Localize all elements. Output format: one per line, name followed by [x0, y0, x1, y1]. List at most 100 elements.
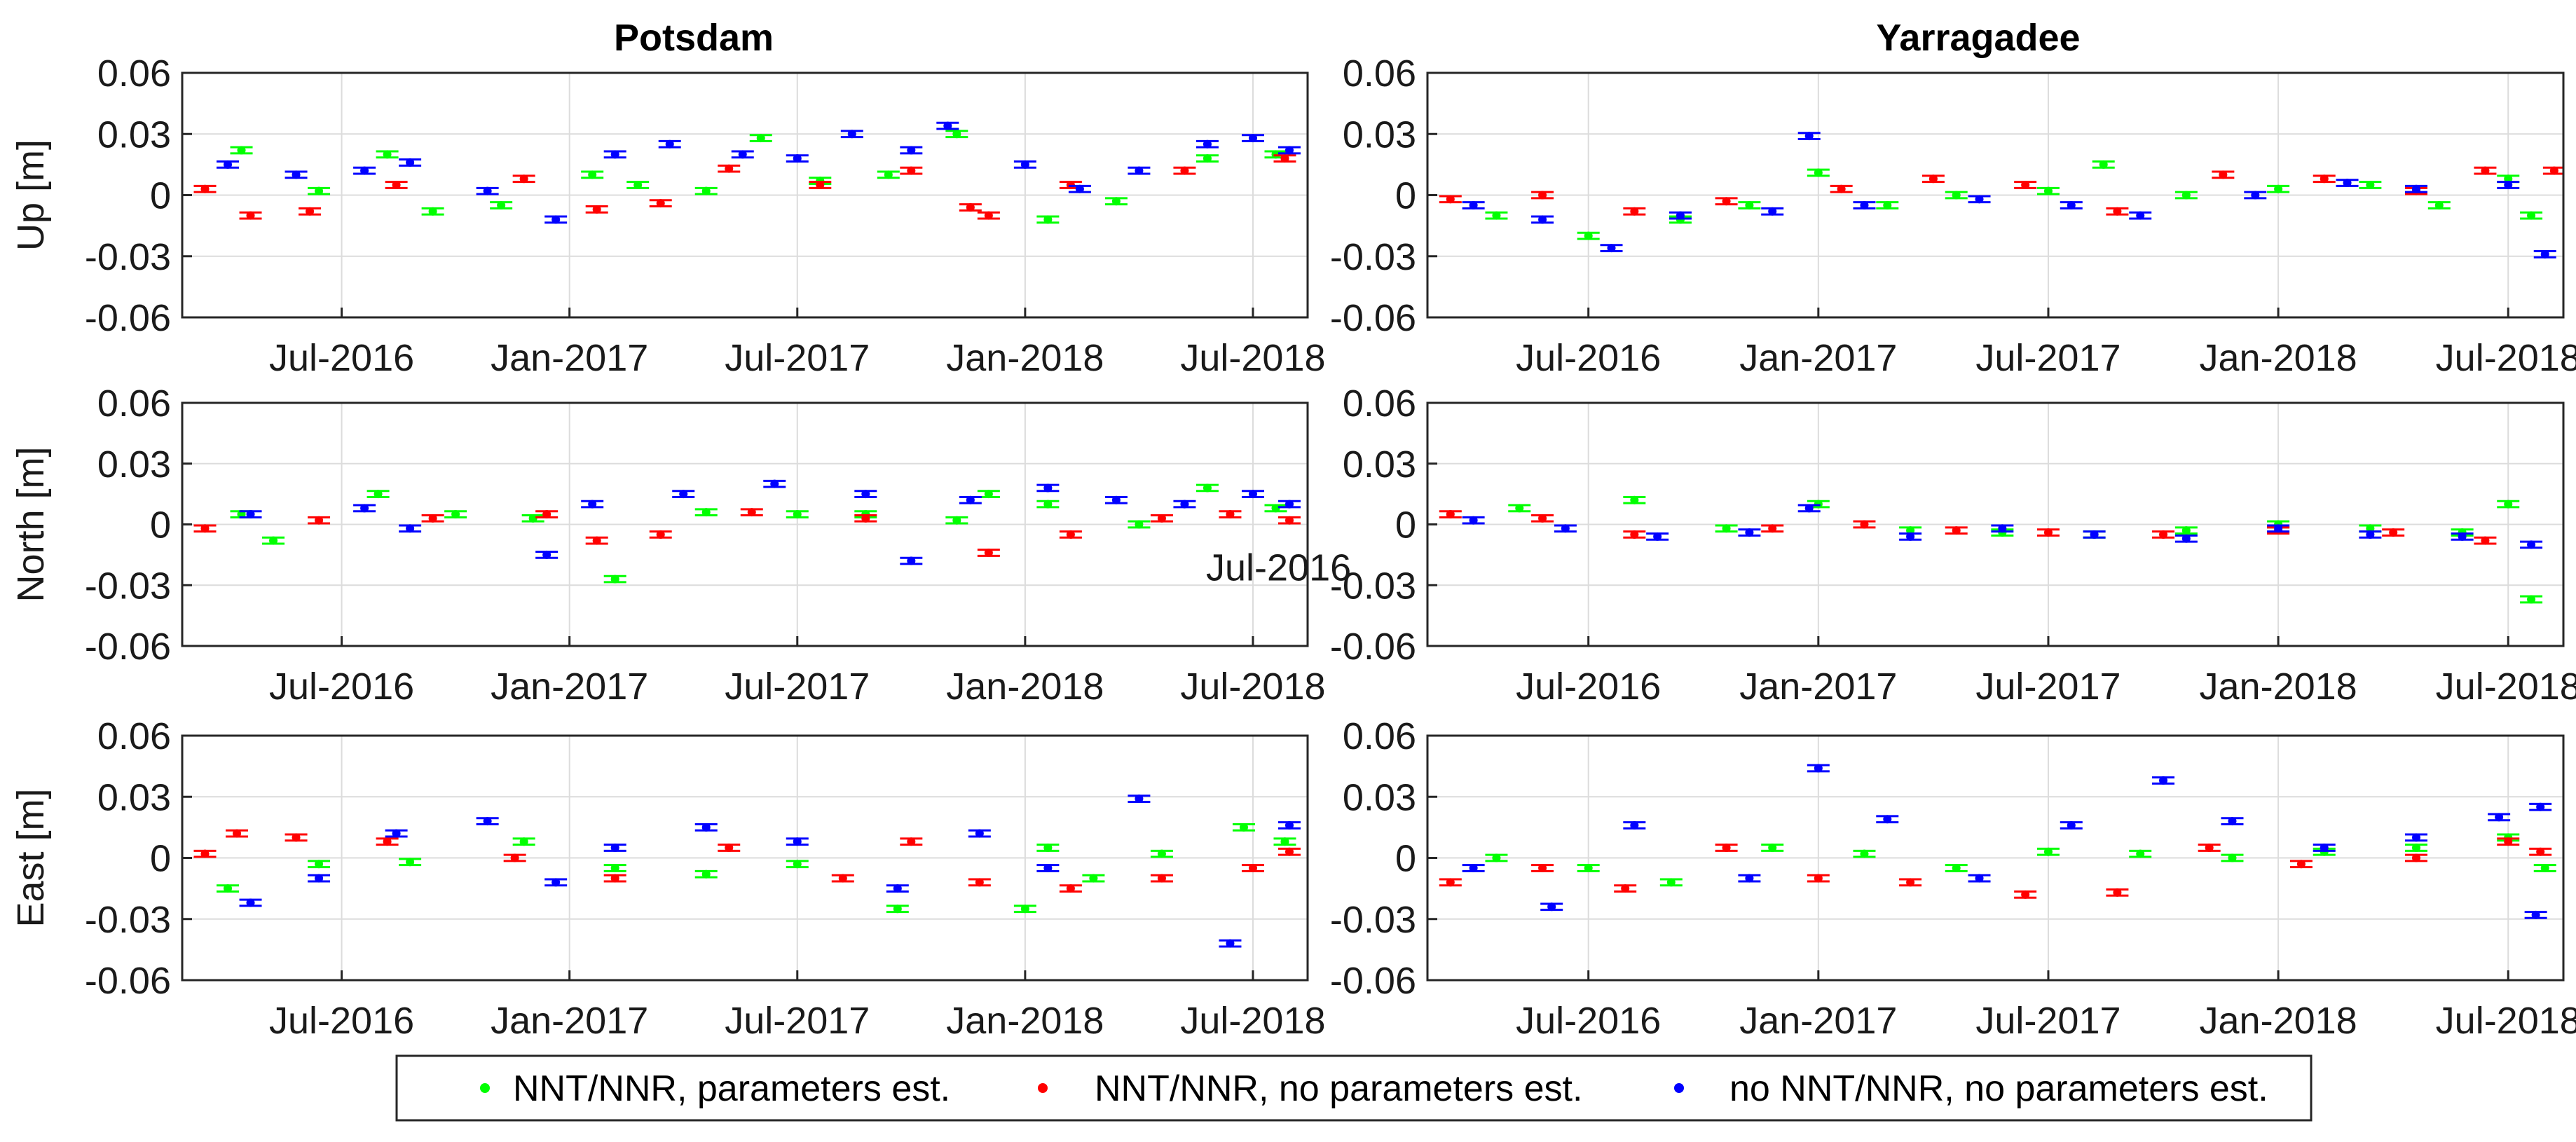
- point-potsdam-up-s2: [292, 170, 301, 179]
- point-yarragadee-east-s2: [2067, 820, 2076, 830]
- point-yarragadee-up-s1: [2219, 170, 2228, 179]
- point-potsdam-north-s2: [1248, 490, 1257, 499]
- point-potsdam-east-s0: [1043, 843, 1053, 852]
- point-potsdam-east-s1: [510, 853, 519, 862]
- panel-yarragadee-north: 0.06 0.03 0 -0.03 -0.06 Jul-2016 Jan-2017 Jul-2…: [1330, 383, 2576, 708]
- point-potsdam-north-s2: [907, 556, 916, 565]
- point-potsdam-east-s2: [610, 843, 619, 852]
- point-potsdam-up-s1: [907, 166, 916, 175]
- point-potsdam-east-s1: [610, 874, 619, 883]
- point-potsdam-east-s1: [838, 874, 847, 883]
- point-potsdam-up-s1: [1180, 166, 1189, 175]
- point-potsdam-east-s0: [1280, 837, 1289, 846]
- point-yarragadee-east-s1: [1621, 884, 1630, 893]
- point-yarragadee-north-s2: [2090, 530, 2099, 539]
- point-yarragadee-up-s0: [1883, 201, 1892, 210]
- ytick-label-potsdam-north: 0.06: [97, 383, 171, 425]
- point-potsdam-up-s2: [1248, 134, 1257, 143]
- point-yarragadee-east-s0: [2540, 864, 2549, 873]
- legend-label-blue: no NNT/NNR, no parameters est.: [1729, 1068, 2268, 1109]
- point-potsdam-north-s0: [1271, 504, 1280, 513]
- ylabel-potsdam-up: Up [m]: [10, 139, 52, 251]
- point-potsdam-east-s1: [292, 833, 301, 842]
- xtick-label-yarragadee-north: Jul-2017: [1975, 666, 2121, 708]
- point-yarragadee-up-s0: [2527, 211, 2536, 220]
- point-potsdam-east-s1: [1157, 874, 1166, 883]
- ytick-label-potsdam-up: 0: [150, 175, 171, 217]
- point-potsdam-up-s1: [656, 199, 665, 208]
- ytick-label-yarragadee-up: -0.03: [1330, 236, 1416, 278]
- point-potsdam-north-s1: [1284, 516, 1294, 525]
- point-yarragadee-east-s0: [2228, 853, 2237, 862]
- xtick-label-potsdam-up: Jul-2018: [1180, 337, 1325, 379]
- point-potsdam-up-s0: [1111, 197, 1121, 206]
- point-potsdam-up-s1: [984, 211, 993, 220]
- point-potsdam-east-s2: [483, 817, 492, 826]
- point-potsdam-east-s2: [701, 823, 711, 832]
- ytick-label-potsdam-north: -0.03: [85, 565, 171, 607]
- point-yarragadee-up-s2: [2540, 249, 2549, 259]
- point-potsdam-north-s2: [861, 490, 870, 499]
- point-potsdam-east-s0: [701, 869, 711, 879]
- point-yarragadee-north-s0: [1630, 495, 1639, 504]
- xtick-label-potsdam-north: Jul-2018: [1180, 666, 1325, 708]
- point-yarragadee-up-s1: [1722, 197, 1731, 206]
- point-potsdam-north-s0: [1203, 483, 1212, 493]
- point-potsdam-up-s2: [1203, 139, 1212, 149]
- point-yarragadee-up-s0: [1952, 191, 1961, 200]
- point-yarragadee-up-s1: [1928, 174, 1938, 184]
- ytick-label-yarragadee-east: 0.06: [1343, 715, 1416, 757]
- point-potsdam-up-s2: [360, 166, 369, 175]
- point-potsdam-east-s0: [315, 860, 324, 869]
- xtick-label-yarragadee-east: Jul-2016: [1516, 1000, 1661, 1042]
- point-potsdam-north-s0: [528, 514, 537, 523]
- point-potsdam-up-s0: [1203, 154, 1212, 163]
- xtick-label-potsdam-north: Jan-2017: [491, 666, 648, 708]
- point-yarragadee-north-s1: [2481, 536, 2490, 545]
- point-yarragadee-east-s1: [2504, 837, 2513, 846]
- point-potsdam-up-s2: [793, 154, 802, 163]
- point-potsdam-up-s2: [738, 150, 747, 159]
- point-yarragadee-up-s1: [2481, 166, 2490, 175]
- ytick-label-yarragadee-north: -0.03: [1330, 565, 1416, 607]
- point-yarragadee-east-s1: [2296, 860, 2306, 869]
- point-potsdam-east-s0: [224, 884, 233, 893]
- point-potsdam-north-s0: [701, 508, 711, 517]
- ytick-label-potsdam-up: -0.06: [85, 297, 171, 339]
- xtick-label-yarragadee-up: Jan-2018: [2200, 337, 2357, 379]
- point-yarragadee-east-s1: [1814, 874, 1823, 883]
- ytick-label-potsdam-up: -0.03: [85, 236, 171, 278]
- legend-label-red: NNT/NNR, no parameters est.: [1095, 1068, 1582, 1109]
- data-yarragadee-east: [1439, 764, 2556, 919]
- ylabel-potsdam-east: East [m]: [10, 788, 52, 927]
- xtick-label-yarragadee-north: Jan-2017: [1739, 666, 1897, 708]
- point-potsdam-up-s2: [847, 130, 856, 139]
- point-potsdam-east-s2: [1284, 820, 1294, 830]
- point-potsdam-east-s2: [246, 898, 255, 907]
- point-yarragadee-north-s2: [2181, 534, 2191, 543]
- point-potsdam-up-s2: [1135, 166, 1144, 175]
- point-yarragadee-east-s0: [1666, 878, 1676, 887]
- point-potsdam-east-s2: [975, 829, 984, 838]
- xtick-label-yarragadee-up: Jul-2016: [1516, 337, 1661, 379]
- point-potsdam-up-s0: [756, 134, 765, 143]
- point-yarragadee-north-s1: [2389, 528, 2398, 537]
- point-potsdam-up-s0: [588, 170, 597, 179]
- ytick-label-yarragadee-east: 0: [1395, 838, 1416, 880]
- point-potsdam-up-s0: [952, 130, 961, 139]
- point-potsdam-up-s1: [246, 211, 255, 220]
- point-potsdam-up-s0: [884, 170, 893, 179]
- point-potsdam-east-s0: [1157, 849, 1166, 858]
- xtick-label-potsdam-east: Jul-2017: [725, 1000, 870, 1042]
- point-yarragadee-north-s2: [1561, 524, 1570, 533]
- point-potsdam-north-s1: [542, 510, 551, 519]
- point-yarragadee-east-s0: [2411, 843, 2420, 852]
- point-potsdam-north-s2: [588, 500, 597, 509]
- ytick-label-potsdam-up: 0.06: [97, 53, 171, 95]
- xtick-label-yarragadee-east: Jan-2017: [1739, 1000, 1897, 1042]
- point-yarragadee-east-s2: [2531, 910, 2540, 919]
- panel-potsdam-east: 0.06 0.03 0 -0.03 -0.06 Jul-2016 Jan-2017 Jul-2…: [10, 715, 1326, 1042]
- point-yarragadee-east-s2: [2536, 802, 2545, 811]
- point-potsdam-up-s0: [633, 180, 643, 189]
- ytick-label-potsdam-east: 0.03: [97, 776, 171, 818]
